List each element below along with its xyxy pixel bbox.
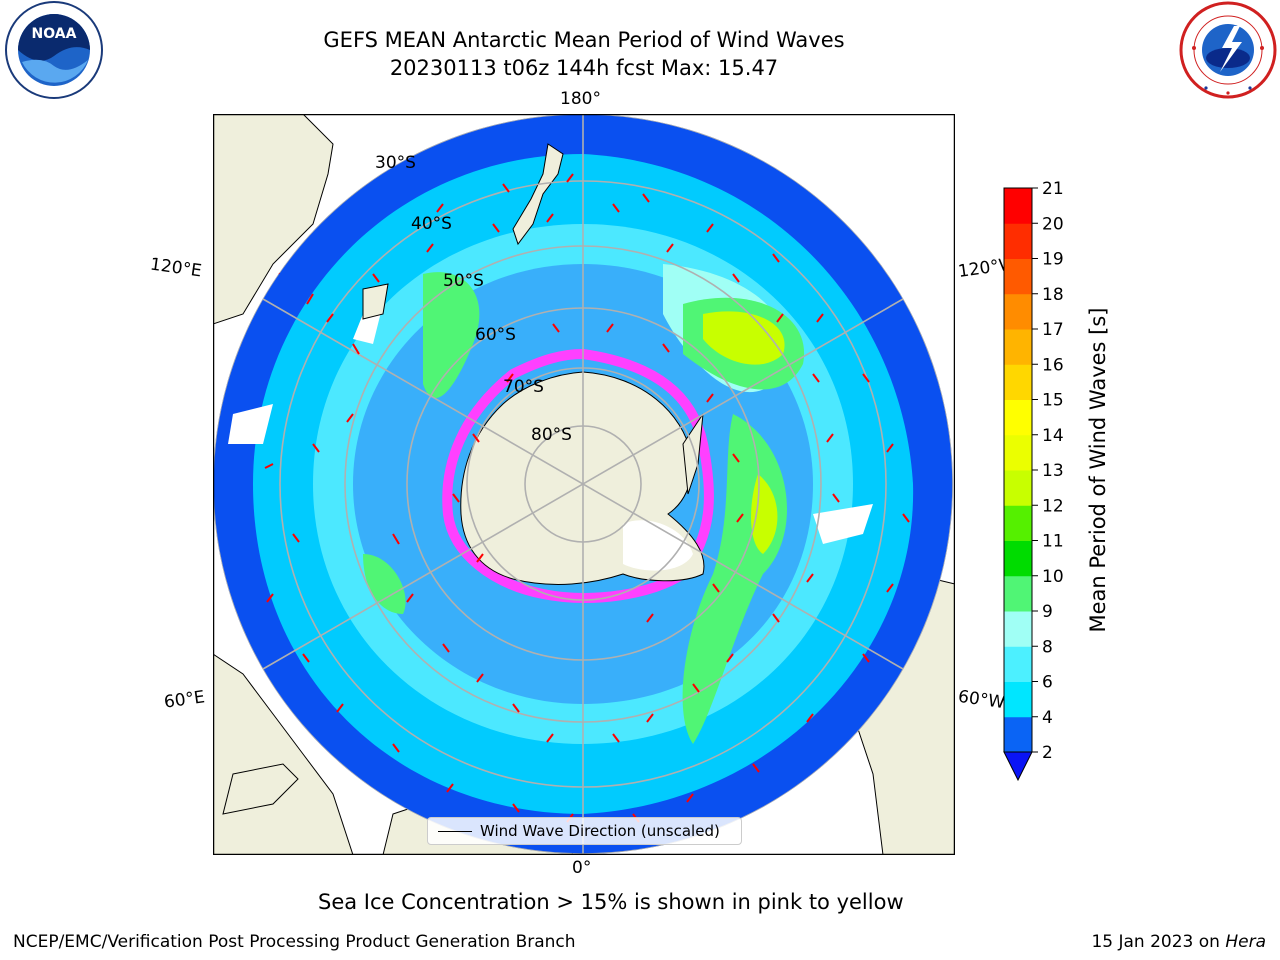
lon-label-120e: 120°E [148, 254, 203, 282]
white-patch-2 [228, 404, 273, 444]
footer-date-text: 15 Jan 2023 on [1091, 932, 1226, 952]
noaa-logo-text: NOAA [32, 26, 77, 42]
sea-ice-note: Sea Ice Concentration > 15% is shown in … [318, 890, 904, 914]
noaa-logo-icon: NOAA [5, 1, 103, 99]
nws-logo-icon [1179, 1, 1277, 99]
colorbar-segment [1004, 540, 1032, 577]
lat-label-50s: 50°S [443, 271, 484, 291]
map-border [213, 114, 955, 855]
colorbar-segment [1004, 399, 1032, 436]
colorbar-tick-label: 8 [1042, 637, 1053, 657]
period-yellow-south [751, 474, 778, 554]
lat-label-40s: 40°S [411, 214, 452, 234]
colorbar-tick-label: 6 [1042, 673, 1053, 693]
graticule [213, 114, 953, 854]
colorbar-segment [1004, 611, 1032, 647]
lat-label-30s: 30°S [375, 153, 416, 173]
colorbar-segment [1004, 223, 1032, 259]
colorbar-extend-triangle [1003, 751, 1033, 782]
colorbar-tick-label: 15 [1042, 391, 1064, 411]
colorbar-segment [1004, 575, 1032, 612]
period-green-west [423, 272, 480, 399]
australia-land [213, 114, 334, 325]
period-yellow-east [703, 311, 785, 365]
colorbar-tick-label: 11 [1042, 532, 1064, 552]
lon-label-60e: 60°E [162, 687, 207, 713]
colorbar-label: Mean Period of Wind Waves [s] [1086, 307, 1110, 633]
lon-label-0: 0° [572, 858, 592, 878]
lat-label-80s: 80°S [531, 425, 572, 445]
colorbar-segment [1004, 434, 1032, 471]
lat-label-60s: 60°S [475, 325, 516, 345]
colorbar-tick-label: 18 [1042, 285, 1064, 305]
colorbar-segment [1004, 470, 1032, 506]
colorbar-segment [1004, 293, 1032, 330]
period-green-sw [363, 554, 406, 614]
footer-date: 15 Jan 2023 on Hera [1091, 932, 1266, 952]
ice-shelf-white [623, 520, 693, 571]
legend-label: Wind Wave Direction (unscaled) [480, 822, 720, 840]
colorbar-tick-label: 17 [1042, 320, 1064, 340]
polar-map: 30°S 40°S 50°S 60°S 70°S 80°S [213, 114, 955, 855]
colorbar-segment [1004, 329, 1032, 365]
colorbar-tick-label: 2 [1042, 743, 1053, 763]
colorbar-segment [1004, 258, 1032, 295]
colorbar-tick-label: 16 [1042, 355, 1064, 375]
colorbar-tick-label: 21 [1042, 180, 1064, 199]
colorbar-tick-label: 19 [1042, 250, 1064, 270]
footer-branch: NCEP/EMC/Verification Post Processing Pr… [13, 932, 576, 952]
colorbar-segment [1004, 188, 1032, 224]
lat-label-70s: 70°S [503, 377, 544, 397]
colorbar-tick-label: 10 [1042, 567, 1064, 587]
colorbar-tick-label: 20 [1042, 214, 1064, 234]
legend: Wind Wave Direction (unscaled) [427, 817, 742, 845]
colorbar-segment [1004, 681, 1032, 718]
colorbar-tick-label: 13 [1042, 461, 1064, 481]
tasmania-land [362, 283, 389, 320]
new-zealand-land [512, 143, 564, 246]
madagascar-land [222, 763, 299, 815]
colorbar-tick-label: 4 [1042, 708, 1053, 728]
colorbar-segment [1004, 364, 1032, 400]
lon-label-180: 180° [560, 89, 601, 109]
chart-subtitle: 20230113 t06z 144h fcst Max: 15.47 [389, 56, 779, 80]
footer-host: Hera [1225, 932, 1266, 952]
colorbar-tick-label: 12 [1042, 496, 1064, 516]
white-patch-3 [813, 504, 873, 544]
chart-title: GEFS MEAN Antarctic Mean Period of Wind … [323, 28, 845, 52]
colorbar-segment [1004, 646, 1032, 682]
legend-line-icon [438, 830, 472, 832]
colorbar: 2 4 6 8 9 10 11 12 13 14 15 16 17 18 19 20 21 [1003, 180, 1064, 782]
colorbar-segment [1004, 505, 1032, 541]
colorbar-segment [1004, 716, 1032, 753]
colorbar-tick-label: 14 [1042, 426, 1064, 446]
colorbar-tick-label: 9 [1042, 602, 1053, 622]
